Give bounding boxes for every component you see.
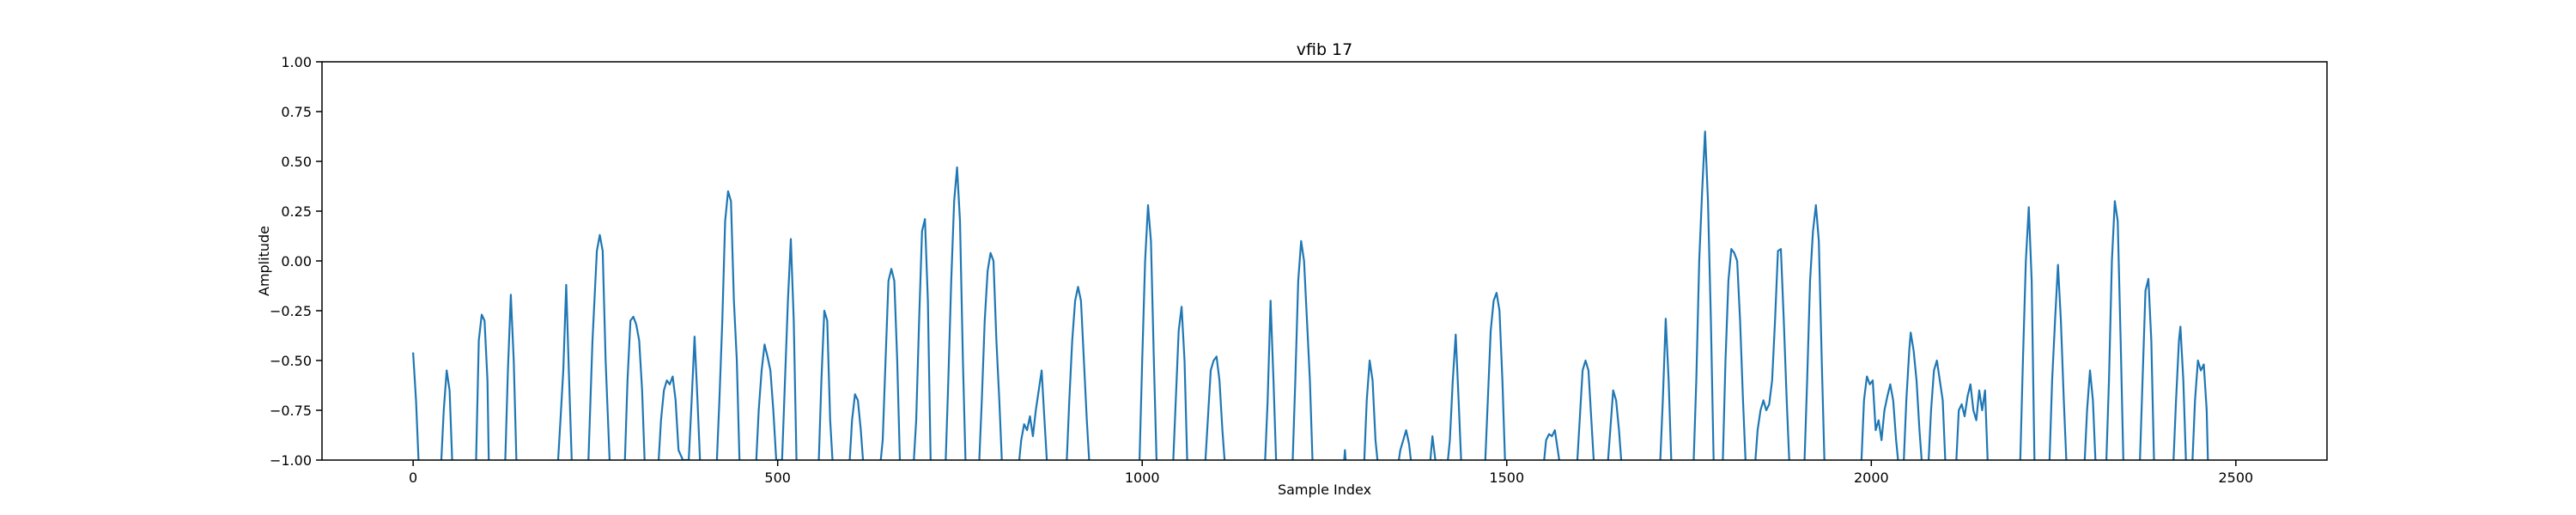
y-tick-label: 0.50	[281, 154, 312, 170]
y-tick-label: −0.50	[270, 353, 312, 369]
y-tick-label: 0.75	[281, 104, 312, 120]
series-line-0	[412, 130, 2209, 460]
plot-frame	[321, 61, 2328, 461]
x-tick-label: 1000	[1125, 470, 1160, 486]
y-tick-label: −0.75	[270, 403, 312, 419]
x-tick-label: 1500	[1489, 470, 1524, 486]
x-tick-label: 0	[409, 470, 417, 486]
x-tick-label: 2000	[1854, 470, 1889, 486]
x-tick-label: 2500	[2219, 470, 2254, 486]
x-tick-label: 500	[764, 470, 791, 486]
plot-area	[412, 130, 2209, 460]
y-tick-label: −1.00	[270, 452, 312, 469]
y-tick-label: −0.25	[270, 303, 312, 319]
chart-title: vfib 17	[1297, 40, 1353, 59]
y-tick-label: 0.25	[281, 203, 312, 220]
x-axis-label: Sample Index	[1278, 482, 1371, 498]
y-tick-label: 1.00	[281, 54, 312, 70]
y-axis-label: Amplitude	[256, 226, 272, 296]
y-tick-label: 0.00	[281, 253, 312, 270]
axis-ticks: 0 500 1000 1500 2000 2500 −1.00 −0.75 −0.50 −0.25…	[270, 54, 2253, 486]
